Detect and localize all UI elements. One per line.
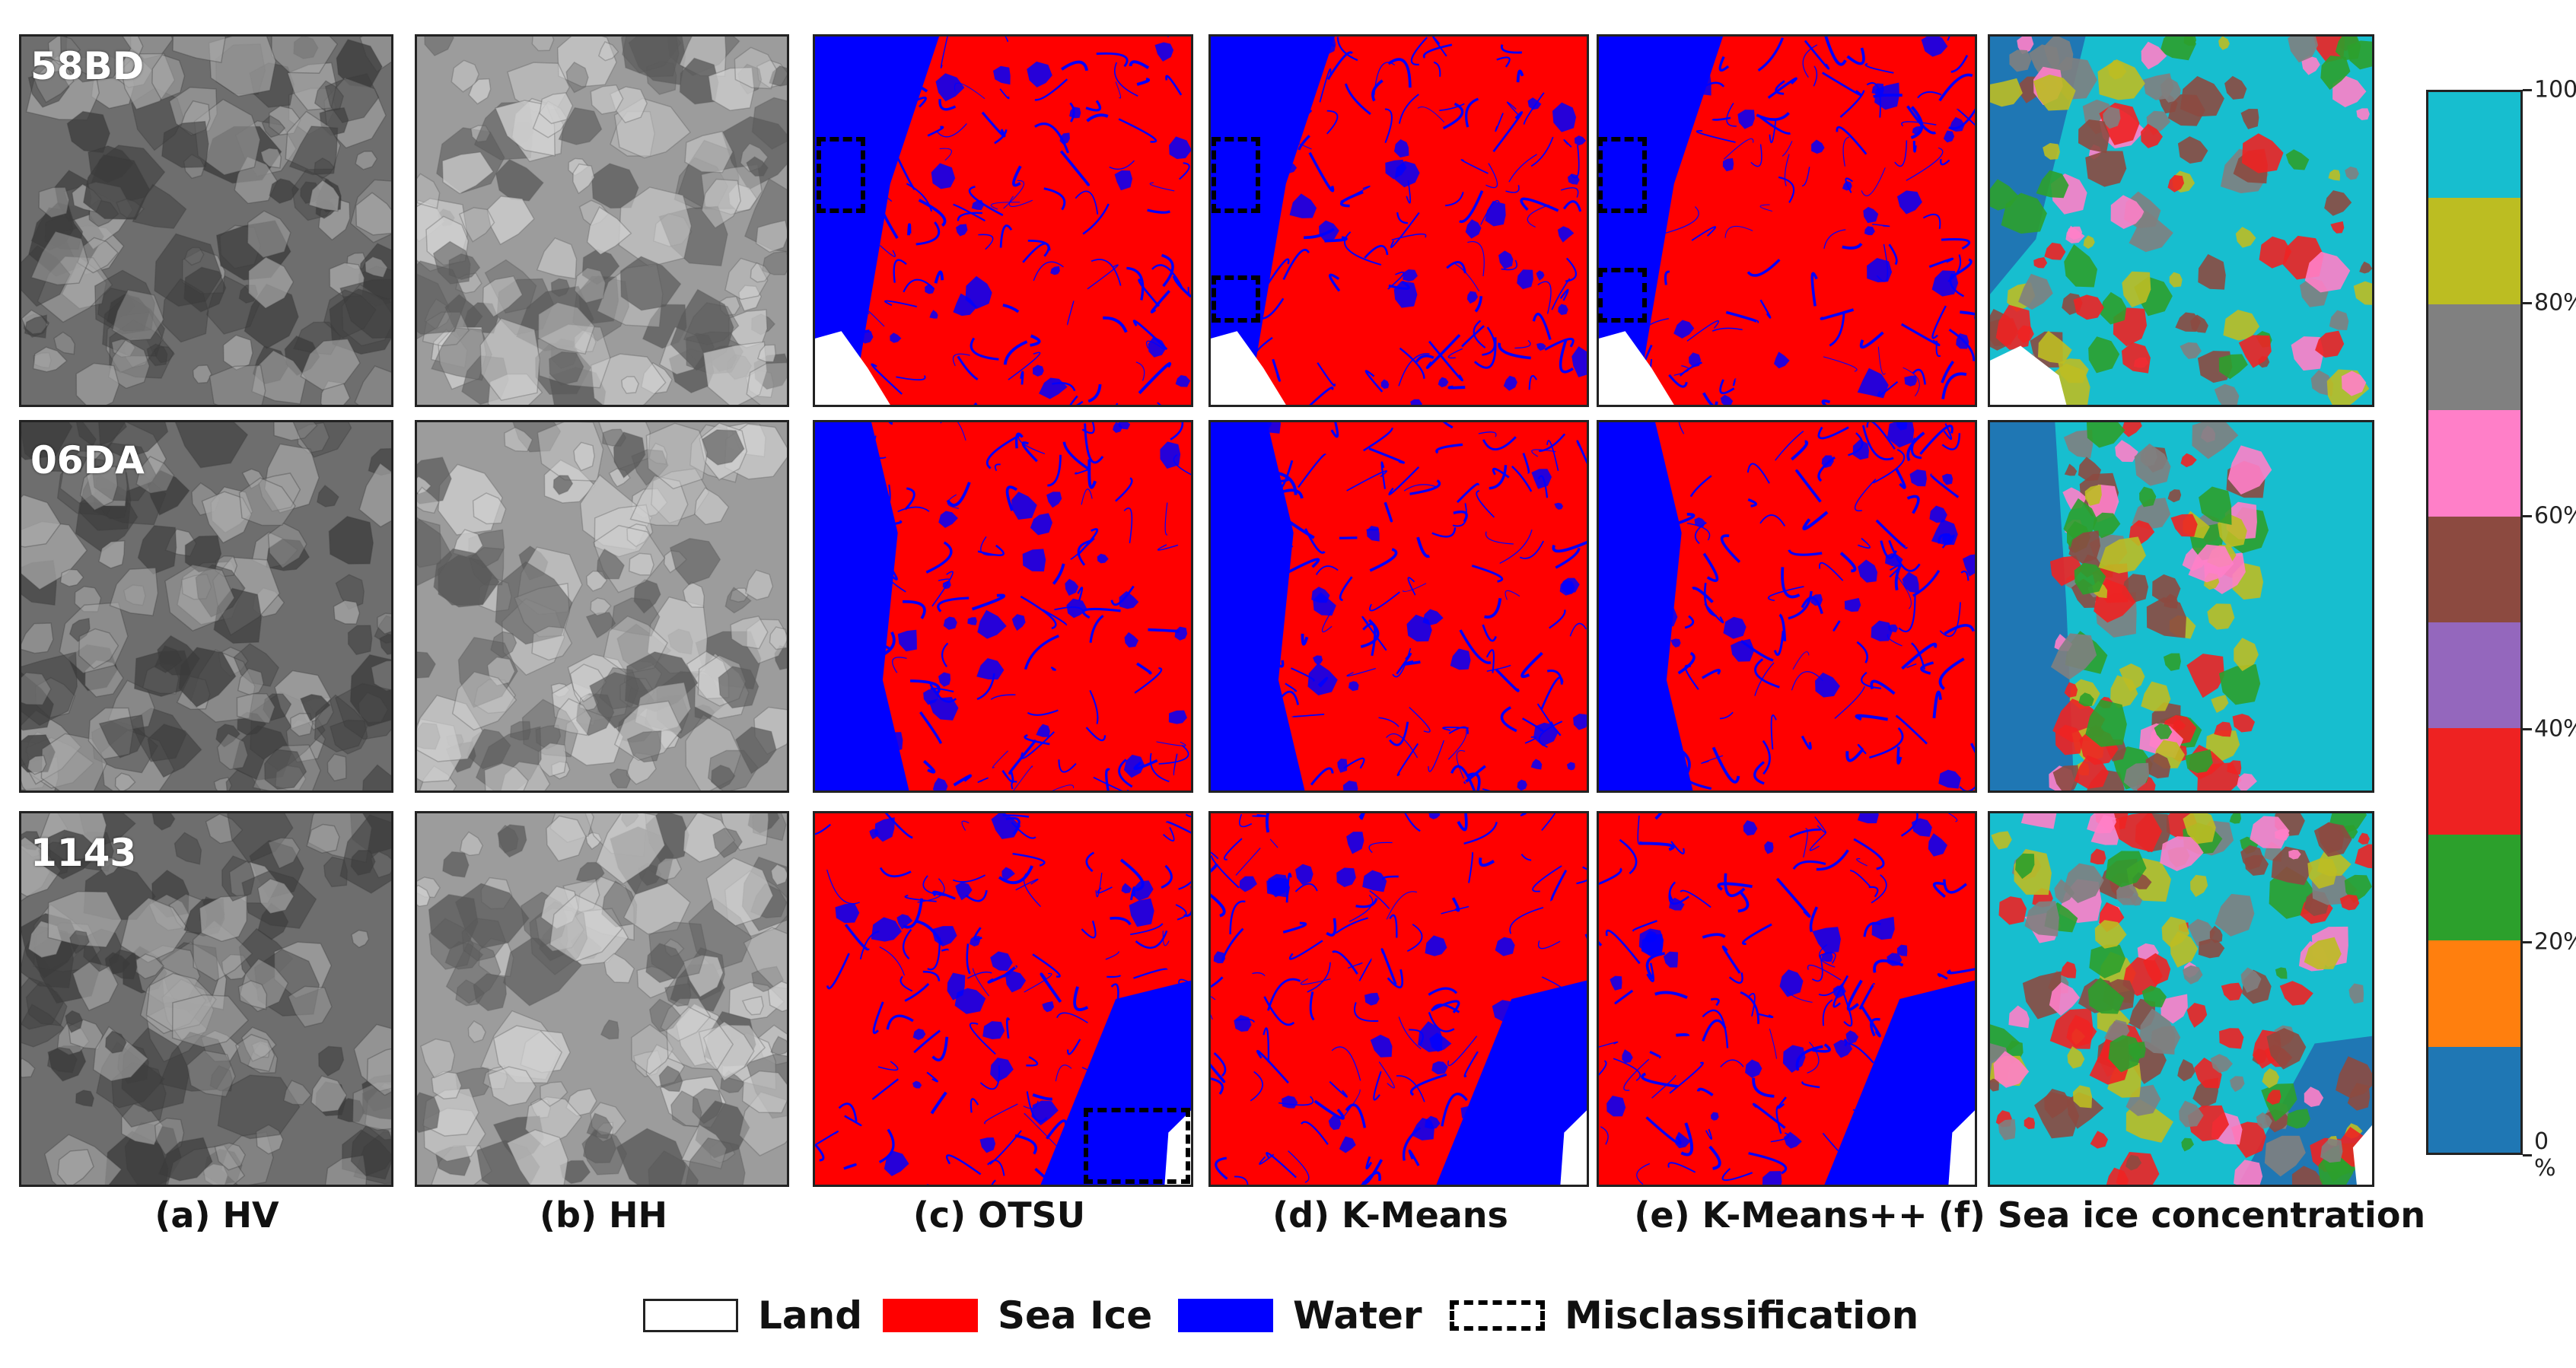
- colorbar-tick: [2523, 515, 2532, 517]
- misclassification-box: [1598, 137, 1647, 213]
- column-label-kmeanspp: (e) K-Means++: [1634, 1195, 1928, 1236]
- scene-label-58bd: 58BD: [30, 44, 145, 88]
- misclassification-box: [1598, 268, 1647, 323]
- legend-item-sea-ice: Sea Ice: [883, 1293, 1152, 1338]
- column-label-kmeans: (d) K-Means: [1272, 1195, 1508, 1236]
- panel-kmeanspp-06da: [1597, 420, 1977, 793]
- colorbar-tick-label: 20%: [2534, 928, 2576, 956]
- scene-label-1143: 1143: [30, 831, 137, 875]
- misclassification-box: [1084, 1108, 1190, 1184]
- panel-hv-06da: [19, 420, 393, 793]
- panel-otsu-58bd: [813, 34, 1193, 407]
- legend-label-water: Water: [1293, 1293, 1422, 1338]
- colorbar-segment: [2428, 834, 2520, 941]
- legend-item-land: Land: [643, 1293, 862, 1338]
- panel-hv-1143: [19, 811, 393, 1187]
- colorbar: [2426, 90, 2523, 1155]
- panel-kmeans-1143: [1208, 811, 1589, 1187]
- scene-label-06da: 06DA: [30, 438, 145, 482]
- panel-kmeans-06da: [1208, 420, 1589, 793]
- water-swatch: [1178, 1299, 1273, 1332]
- colorbar-tick: [2523, 302, 2532, 304]
- column-label-hh: (b) HH: [540, 1195, 667, 1236]
- colorbar-tick-label: 40%: [2534, 715, 2576, 743]
- column-label-sea-ice-concentration: (f) Sea ice concentration: [1938, 1195, 2426, 1236]
- misclassification-box: [1212, 137, 1260, 213]
- misclassification-box: [817, 137, 865, 213]
- misclassification-swatch: [1450, 1300, 1545, 1331]
- legend-label-land: Land: [758, 1293, 862, 1338]
- colorbar-segment: [2428, 1046, 2520, 1153]
- legend-item-misclassification: Misclassification: [1450, 1293, 1918, 1338]
- colorbar-segment: [2428, 304, 2520, 411]
- column-label-otsu: (c) OTSU: [912, 1195, 1086, 1236]
- column-label-hv: (a) HV: [154, 1195, 279, 1236]
- colorbar-segment: [2428, 91, 2520, 199]
- panel-hh-06da: [415, 420, 789, 793]
- colorbar-tick-label: 60%: [2534, 502, 2576, 530]
- colorbar-tick: [2523, 941, 2532, 943]
- legend-label-misclassification: Misclassification: [1565, 1293, 1919, 1338]
- misclassification-box: [1212, 275, 1260, 323]
- panel-kmeanspp-1143: [1597, 811, 1977, 1187]
- colorbar-tick-label: 80%: [2534, 289, 2576, 317]
- colorbar-segment: [2428, 198, 2520, 304]
- colorbar-segment: [2428, 728, 2520, 835]
- panel-concentration-06da: [1988, 420, 2374, 793]
- panel-kmeanspp-58bd: [1597, 34, 1977, 407]
- colorbar-tick: [2523, 1154, 2532, 1156]
- panel-hh-1143: [415, 811, 789, 1187]
- land-swatch: [643, 1299, 738, 1332]
- colorbar-segment: [2428, 516, 2520, 622]
- panel-otsu-06da: [813, 420, 1193, 793]
- colorbar-segment: [2428, 410, 2520, 517]
- colorbar-segment: [2428, 622, 2520, 729]
- panel-concentration-58bd: [1988, 34, 2374, 407]
- panel-kmeans-58bd: [1208, 34, 1589, 407]
- panel-hh-58bd: [415, 34, 789, 407]
- colorbar-tick: [2523, 728, 2532, 730]
- colorbar-tick-label: 0 %: [2534, 1128, 2556, 1182]
- panel-concentration-1143: [1988, 811, 2374, 1187]
- legend-label-sea-ice: Sea Ice: [998, 1293, 1153, 1338]
- legend-item-water: Water: [1178, 1293, 1422, 1338]
- colorbar-tick-label: 100%: [2534, 76, 2576, 103]
- panel-hv-58bd: [19, 34, 393, 407]
- panel-otsu-1143: [813, 811, 1193, 1187]
- colorbar-tick: [2523, 89, 2532, 91]
- colorbar-segment: [2428, 940, 2520, 1047]
- sea-ice-swatch: [883, 1299, 978, 1332]
